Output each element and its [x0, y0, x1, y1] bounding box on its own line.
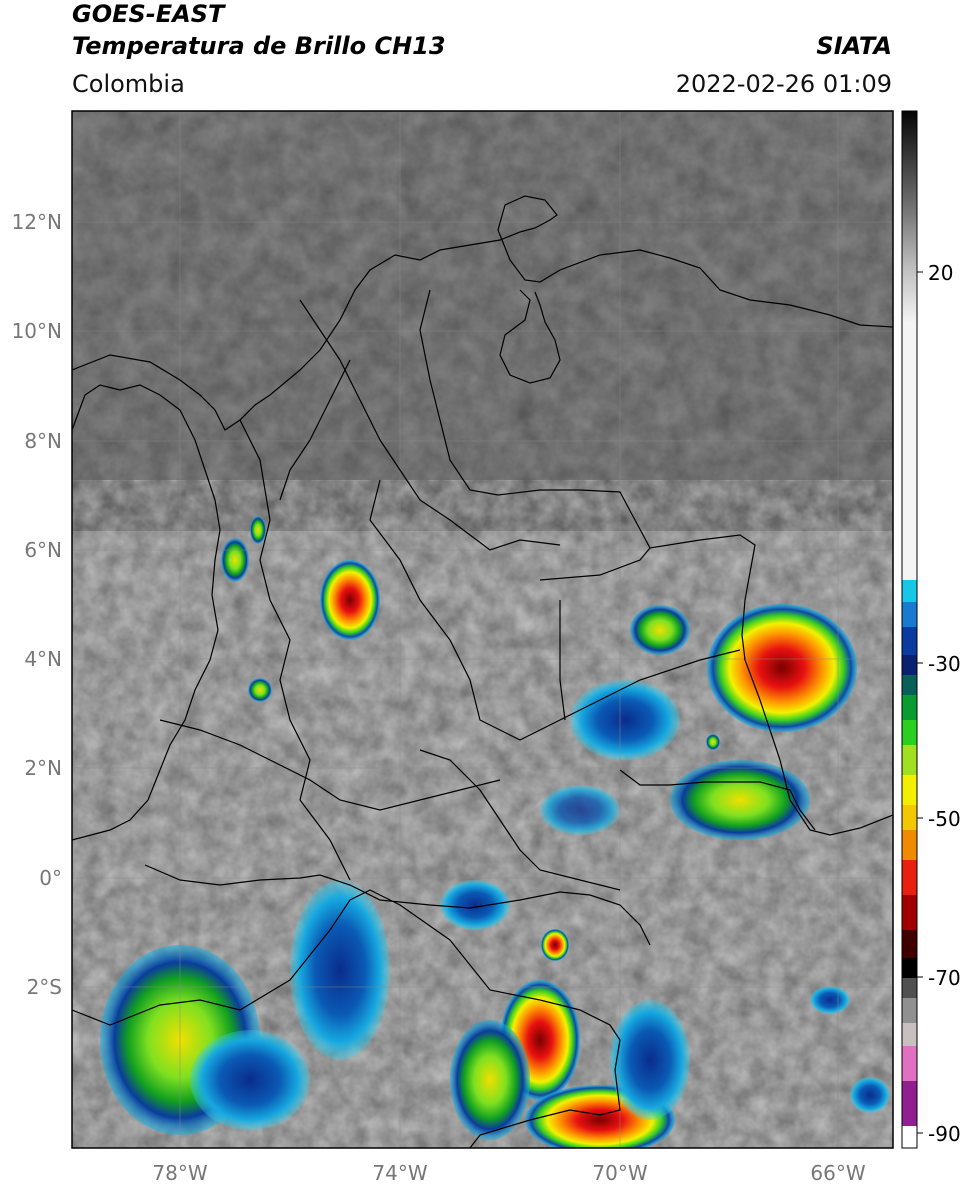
border-colombia-brazil: [619, 769, 816, 831]
border-interior-3: [419, 749, 621, 891]
brand-label: SIATA: [816, 32, 892, 60]
lat-label-2n: 2°N: [24, 756, 62, 780]
lat-label-10n: 10°N: [12, 319, 62, 343]
lat-label-8n: 8°N: [24, 429, 62, 453]
border-colombia-venezuela: [497, 489, 893, 836]
colorbar-tick-20: 20: [928, 261, 953, 285]
border-ecuador: [144, 864, 651, 946]
lat-label-6n: 6°N: [24, 538, 62, 562]
border-interior-7: [559, 600, 566, 721]
border-interior-1: [239, 419, 351, 881]
graticule: [72, 111, 893, 1148]
border-interior-6: [159, 719, 501, 811]
border-interior-5: [419, 289, 499, 496]
lat-label-2s: 2°S: [27, 975, 62, 999]
coastline-pacific: [72, 384, 221, 841]
datetime-label: 2022-02-26 01:09: [675, 70, 892, 98]
border-interior-4: [299, 299, 561, 551]
convective-clouds: [100, 516, 890, 1148]
region-label: Colombia: [72, 70, 185, 98]
satellite-title: GOES-EAST: [72, 0, 225, 28]
coastline-caribbean: [72, 195, 893, 431]
border-interior-9: [539, 547, 651, 581]
map-frame: [71, 110, 894, 1149]
colorbar-tick-minus50: -50: [928, 807, 961, 831]
borders: [72, 195, 893, 1148]
lat-label-12n: 12°N: [12, 210, 62, 234]
lat-label-4n: 4°N: [24, 647, 62, 671]
lon-label-66w: 66°W: [810, 1161, 865, 1185]
border-interior-8: [279, 359, 351, 501]
product-title: Temperatura de Brillo CH13: [72, 32, 446, 60]
colorbar-tick-minus30: -30: [928, 652, 961, 676]
colorbar: 20 -30 -50 -70 -90: [901, 110, 961, 1149]
colorbar-tick-minus70: -70: [928, 966, 961, 990]
border-colombia-peru: [72, 889, 621, 1148]
latitude-labels: 12°N 10°N 8°N 6°N 4°N 2°N 0° 2°S: [12, 210, 62, 999]
lake-maracaibo: [499, 289, 561, 384]
longitude-labels: 78°W 74°W 70°W 66°W: [152, 1161, 865, 1185]
colorbar-tick-minus90: -90: [928, 1122, 961, 1146]
lon-label-74w: 74°W: [372, 1161, 427, 1185]
lon-label-70w: 70°W: [592, 1161, 647, 1185]
lat-label-0: 0°: [39, 866, 62, 890]
lon-label-78w: 78°W: [152, 1161, 207, 1185]
border-interior-2: [369, 479, 741, 741]
